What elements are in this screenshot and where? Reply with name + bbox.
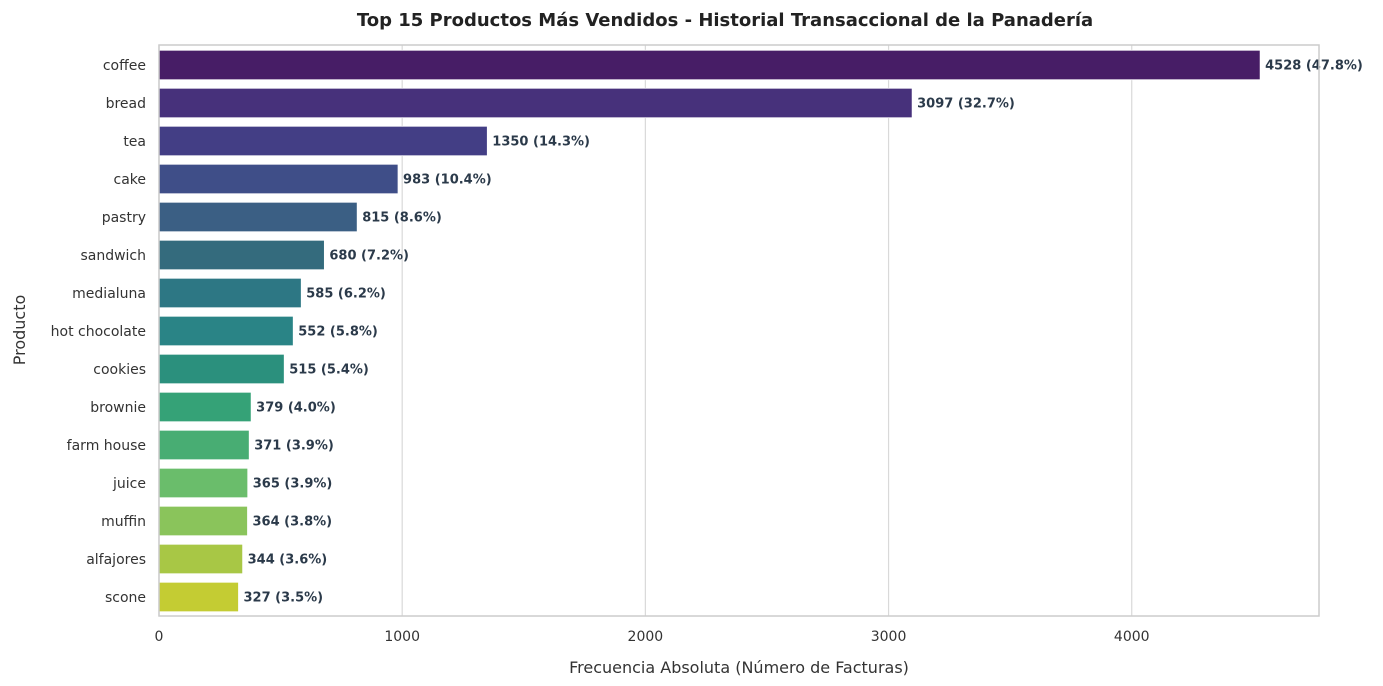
y-tick-label: bread [106,96,146,112]
y-tick-label: muffin [101,514,146,530]
bar-muffin [158,505,248,537]
data-labels: 4528 (47.8%) 3097 (32.7%) 1350 (14.3%) 983 … [244,59,1363,606]
x-tick-label: 2000 [628,629,664,645]
y-tick-label: sandwich [80,248,146,264]
x-tick-labels: 0 1000 2000 3000 4000 [155,629,1150,645]
data-label: 552 (5.8%) [298,325,378,340]
chart-title: Top 15 Productos Más Vendidos - Historia… [357,10,1093,31]
bar-juice [158,467,249,499]
x-axis-label: Frecuencia Absoluta (Número de Facturas) [569,658,909,677]
bar-tea [158,125,488,157]
y-tick-label: cake [114,172,147,188]
y-tick-label: brownie [90,400,146,416]
x-tick-label: 0 [155,629,164,645]
x-tick-label: 4000 [1114,629,1150,645]
data-label: 515 (5.4%) [289,363,369,378]
y-tick-label: tea [123,134,146,150]
x-tick-label: 1000 [384,629,420,645]
data-label: 815 (8.6%) [362,211,442,226]
y-tick-labels: coffee bread tea cake pastry sandwich medialun… [51,58,146,606]
y-tick-label: cookies [93,362,146,378]
data-label: 680 (7.2%) [329,249,409,264]
y-tick-label: pastry [102,210,146,226]
data-label: 379 (4.0%) [256,401,336,416]
data-label: 365 (3.9%) [253,477,333,492]
y-tick-label: scone [105,590,146,606]
y-tick-label: juice [112,476,146,492]
bar-alfajores [158,543,244,575]
y-tick-label: hot chocolate [51,324,146,340]
bar-farm-house [158,429,250,461]
y-tick-label: alfajores [86,552,146,568]
data-label: 983 (10.4%) [403,173,492,188]
data-label: 327 (3.5%) [244,591,324,606]
plot-frame [158,44,1320,617]
bar-scone [158,581,239,613]
data-label: 371 (3.9%) [254,439,334,454]
data-label: 1350 (14.3%) [492,135,590,150]
y-tick-label: medialuna [72,286,146,302]
data-label: 3097 (32.7%) [917,97,1015,112]
x-tick-label: 3000 [871,629,907,645]
data-label: 585 (6.2%) [306,287,386,302]
bar-pastry [158,201,358,233]
y-tick-label: farm house [67,438,146,454]
y-axis-label: Producto [10,295,29,366]
y-tick-label: coffee [103,58,146,74]
data-label: 344 (3.6%) [248,553,328,568]
bar-hot-chocolate [158,315,294,347]
bar-medialuna [158,277,302,309]
bar-bread [158,87,913,119]
bar-cookies [158,353,285,385]
data-label: 364 (3.8%) [253,515,333,530]
bar-brownie [158,391,252,423]
bar-cake [158,163,399,195]
bar-coffee [158,49,1261,81]
bar-sandwich [158,239,325,271]
data-label: 4528 (47.8%) [1265,59,1363,74]
